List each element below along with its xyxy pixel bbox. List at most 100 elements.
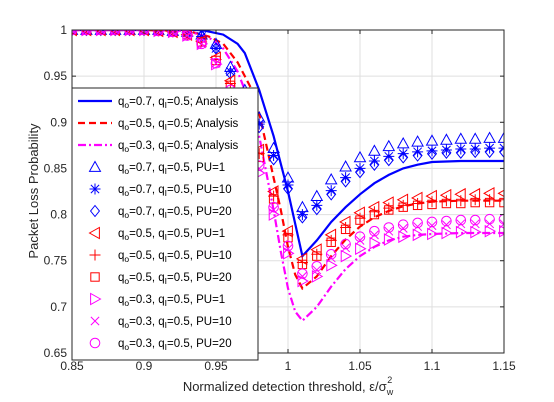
legend-label-text: =0.3, q — [129, 316, 165, 328]
data-point — [81, 30, 91, 35]
data-point — [167, 30, 179, 38]
data-point — [210, 42, 222, 55]
legend-entry: qo=0.7, qI=0.5; Analysis — [78, 96, 239, 110]
data-point — [355, 242, 367, 256]
data-point — [441, 146, 452, 160]
x-tick-label: 1.1 — [424, 359, 441, 373]
legend-label-text: =0.3, q — [129, 294, 165, 306]
data-point — [469, 143, 481, 155]
data-point — [197, 39, 207, 49]
data-point — [137, 30, 149, 37]
data-point — [311, 270, 324, 283]
data-point — [441, 226, 453, 240]
legend-label: qo=0.7, qI=0.5; Analysis — [118, 96, 239, 110]
x-tick-label: 1 — [285, 359, 292, 373]
legend-label-subscript: I — [165, 188, 167, 198]
data-point — [469, 194, 481, 206]
data-point — [484, 213, 495, 225]
data-point — [340, 175, 351, 188]
data-point — [427, 227, 439, 241]
legend-box — [71, 87, 259, 361]
data-point — [425, 134, 439, 146]
data-point — [325, 185, 337, 197]
legend-marker-swatch — [89, 183, 101, 195]
data-point — [498, 213, 504, 225]
data-point — [196, 30, 208, 42]
y-tick-label: 0.95 — [44, 69, 68, 83]
data-point — [124, 30, 137, 37]
y-tick-label: 0.75 — [44, 254, 68, 268]
data-point — [95, 30, 107, 36]
data-point — [368, 206, 380, 218]
legend-label-text: =0.5, PU=20 — [167, 206, 232, 218]
legend-marker-swatch — [90, 316, 100, 326]
data-point — [312, 265, 322, 275]
legend-label: qo=0.5, qI=0.5; Analysis — [118, 118, 239, 132]
legend-label-subscript: I — [165, 254, 167, 264]
data-point — [413, 222, 423, 232]
data-point — [326, 253, 336, 263]
legend-label: qo=0.3, qI=0.5; Analysis — [118, 140, 239, 154]
data-point — [484, 224, 497, 238]
data-point — [455, 225, 468, 239]
legend-label-text: =0.5, q — [129, 272, 165, 284]
data-point — [108, 30, 121, 37]
data-point — [324, 172, 338, 185]
legend-label-subscript: I — [165, 210, 167, 220]
data-point — [455, 143, 467, 155]
data-point — [312, 251, 322, 261]
legend-label-subscript: o — [124, 320, 129, 330]
data-point — [412, 228, 425, 242]
legend-label-subscript: o — [124, 210, 129, 220]
data-point — [412, 146, 424, 158]
data-point — [326, 187, 337, 201]
legend-entry: qo=0.5, qI=0.5, PU=20 — [90, 272, 232, 286]
legend-label-text: =0.5, q — [129, 250, 165, 262]
analysis-line-1 — [72, 30, 504, 259]
legend-marker-swatch — [88, 160, 102, 172]
data-point — [297, 211, 308, 224]
legend-label-text: q — [118, 96, 124, 108]
data-point — [311, 202, 322, 216]
x-axis-label-subscript: w — [386, 387, 394, 397]
data-point — [441, 215, 452, 227]
x-tick-label: 1.05 — [348, 359, 372, 373]
data-point — [181, 30, 193, 41]
data-point — [455, 195, 467, 207]
data-point — [383, 233, 396, 246]
data-point — [454, 187, 466, 201]
data-point — [283, 232, 293, 243]
data-point — [454, 132, 468, 144]
data-point — [123, 30, 135, 37]
data-point — [168, 30, 178, 37]
legend-label-subscript: I — [165, 320, 167, 330]
axis-ticks: 0.85 0.9 0.95 1 1.05 1.1 1.15 0.65 0.7 0.75 0.8 0.8… — [44, 23, 516, 373]
legend-entry: qo=0.3, qI=0.5, PU=10 — [90, 316, 232, 330]
data-point — [326, 237, 336, 247]
data-point — [368, 144, 381, 156]
legend-label: qo=0.5, qI=0.5, PU=20 — [118, 272, 232, 286]
legend-label-subscript: o — [124, 298, 129, 308]
data-point — [440, 144, 452, 156]
data-point — [139, 30, 149, 35]
legend-entry: qo=0.5, qI=0.5, PU=1 — [88, 226, 225, 242]
data-point — [497, 131, 504, 143]
legend-label-subscript: o — [124, 100, 129, 110]
legend-label-subscript: o — [124, 188, 129, 198]
data-point — [469, 214, 481, 226]
data-point — [484, 197, 495, 208]
data-point — [368, 155, 380, 167]
data-point — [354, 212, 366, 224]
legend-label-text: q — [118, 184, 124, 196]
legend-marker-swatch — [90, 292, 102, 306]
legend-label-subscript: I — [165, 298, 167, 308]
legend-label: qo=0.7, qI=0.5, PU=1 — [118, 162, 225, 176]
legend-label-subscript: o — [124, 232, 129, 242]
data-point — [470, 219, 480, 229]
data-point — [412, 200, 423, 211]
data-point — [441, 198, 452, 209]
data-point — [283, 244, 293, 254]
data-point — [369, 158, 380, 172]
legend-label-text: =0.5, PU=1 — [167, 162, 225, 174]
legend-label-text: =0.5, PU=10 — [167, 316, 232, 328]
